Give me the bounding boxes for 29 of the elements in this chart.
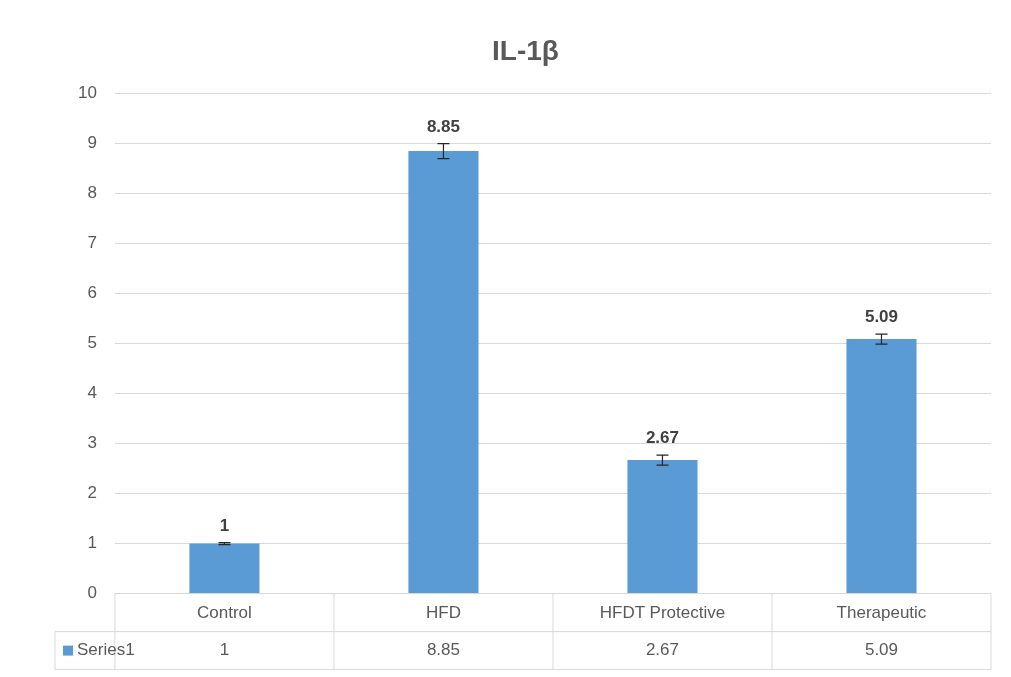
x-tick-label: HFD [425,603,461,623]
text: 2.67 [645,640,680,660]
x-tick-label: Therapeutic [836,603,927,623]
x-tick-label: HFDT Protective [599,603,726,623]
y-tick-label: 7 [87,233,97,253]
chart-title: IL-1β [492,34,559,66]
text: 8.85 [426,640,460,660]
y-tick-label: 3 [87,433,97,453]
bar [627,460,698,594]
y-tick-label: 0 [87,583,97,603]
legend-label: Series1 [77,640,135,660]
y-tick-label: 1 [87,533,97,553]
y-tick-label: 9 [87,133,97,153]
bar [846,339,917,594]
data-label: 1 [219,515,230,535]
bar [408,151,479,594]
y-tick-label: 4 [87,383,97,403]
y-tick-label: 10 [77,83,97,103]
x-tick-label: Control [197,603,252,623]
text: 1 [219,640,230,660]
data-label: 5.09 [864,307,899,327]
data-label: 8.85 [426,116,460,136]
bar [189,543,260,594]
y-tick-label: 5 [87,333,97,353]
y-tick-label: 2 [87,483,97,503]
data-label: 2.67 [645,428,680,448]
y-tick-label: 8 [87,183,97,203]
text: 5.09 [864,640,899,660]
y-tick-label: 6 [87,283,97,303]
